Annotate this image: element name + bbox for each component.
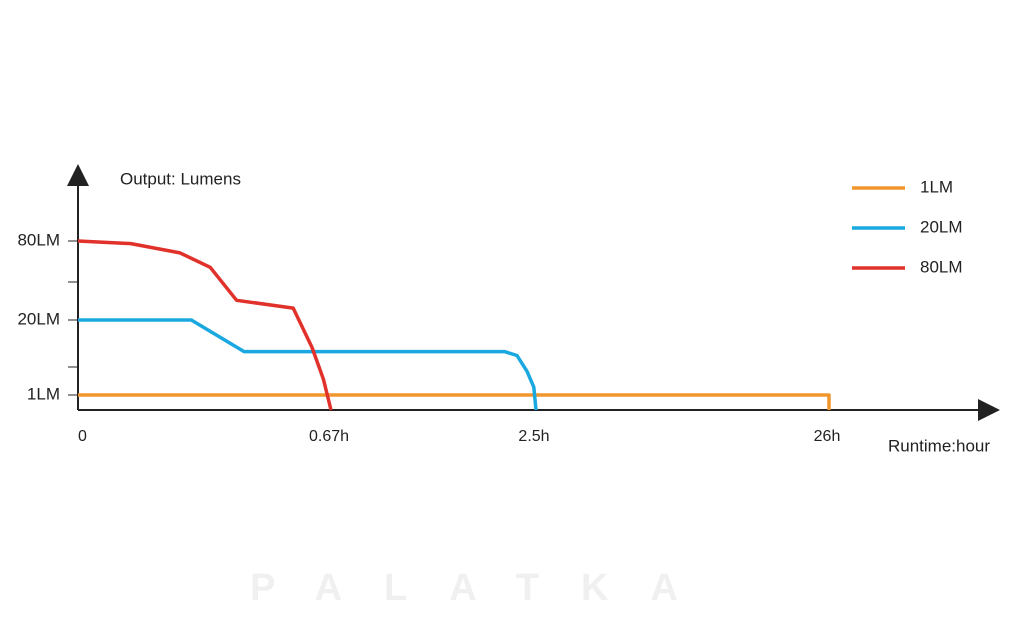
series-line: [78, 318, 538, 411]
series-line: [78, 393, 831, 410]
series-line: [77, 239, 333, 411]
legend-label: 80LM: [920, 257, 963, 276]
y-tick-label: 80LM: [17, 230, 60, 249]
y-arrow: [67, 164, 89, 186]
legend-label: 1LM: [920, 177, 953, 196]
y-tick-label: 1LM: [27, 384, 60, 403]
y-tick-label: 20LM: [17, 309, 60, 328]
watermark: PALATKA: [250, 567, 720, 609]
x-tick-label: 2.5h: [518, 428, 549, 445]
x-tick-label: 0: [78, 428, 87, 445]
x-tick-label: 0.67h: [309, 428, 349, 445]
x-arrow: [978, 399, 1000, 421]
x-axis-label: Runtime:hour: [888, 436, 990, 455]
x-tick-label: 26h: [814, 428, 841, 445]
legend-label: 20LM: [920, 217, 963, 236]
y-axis-label: Output: Lumens: [120, 169, 241, 188]
